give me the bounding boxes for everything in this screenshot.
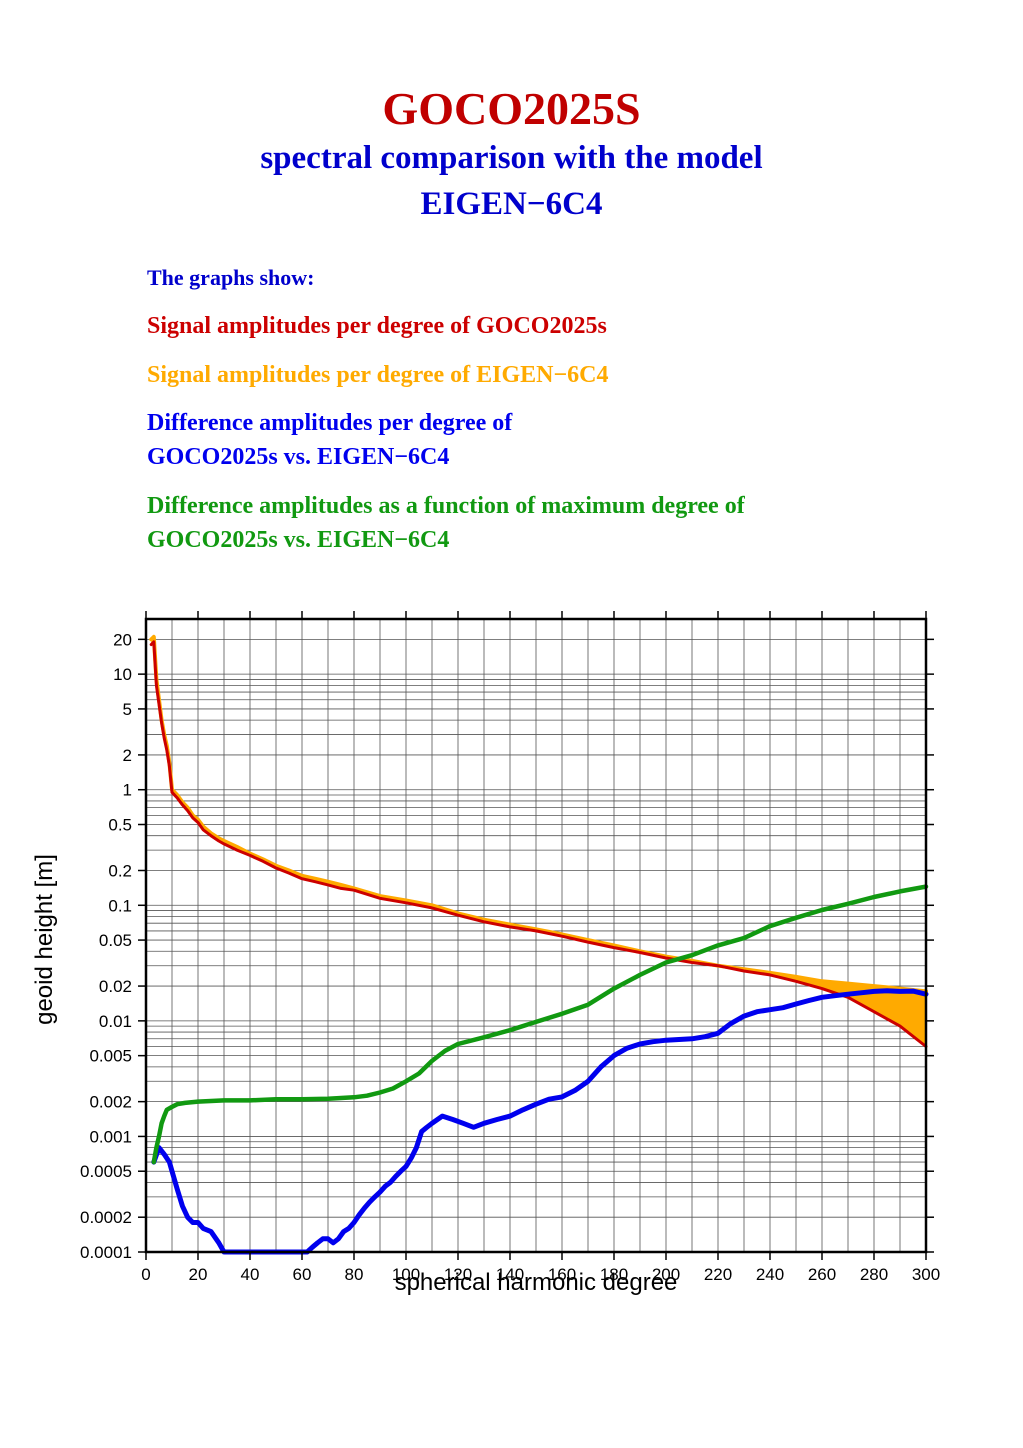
- y-tick-label: 2: [123, 746, 132, 765]
- page-subtitle-line1: spectral comparison with the model: [260, 140, 763, 176]
- x-tick-label: 240: [756, 1265, 784, 1284]
- x-tick-label: 180: [600, 1265, 628, 1284]
- legend-intro: The graphs show:: [147, 265, 315, 290]
- y-tick-label: 0.02: [99, 977, 132, 996]
- x-tick-label: 200: [652, 1265, 680, 1284]
- y-tick-label: 10: [113, 665, 132, 684]
- x-tick-label: 300: [912, 1265, 940, 1284]
- x-tick-label: 140: [496, 1265, 524, 1284]
- legend-goco-signal: Signal amplitudes per degree of GOCO2025…: [147, 313, 607, 339]
- x-tick-label: 40: [241, 1265, 260, 1284]
- y-tick-label: 1: [123, 781, 132, 800]
- y-tick-label: 0.0001: [80, 1243, 132, 1262]
- y-tick-label: 20: [113, 630, 132, 649]
- series-line-goco-signal: [149, 640, 928, 1048]
- legend-diff-line1: Difference amplitudes per degree of: [147, 410, 513, 436]
- y-tick-label: 0.002: [89, 1093, 132, 1112]
- chart-series: [149, 634, 929, 1255]
- chart-grid: [146, 619, 926, 1252]
- page-subtitle-line2: EIGEN−6C4: [420, 186, 603, 222]
- y-tick-label: 5: [123, 700, 132, 719]
- y-axis-label: geoid height [m]: [31, 854, 58, 1025]
- x-axis-label: spherical harmonic degree: [395, 1269, 678, 1296]
- legend-cumulative-line2: GOCO2025s vs. EIGEN−6C4: [147, 527, 450, 553]
- y-tick-label: 0.05: [99, 931, 132, 950]
- x-tick-label: 80: [345, 1265, 364, 1284]
- y-tick-label: 0.005: [89, 1047, 132, 1066]
- legend-eigen-signal: Signal amplitudes per degree of EIGEN−6C…: [147, 362, 609, 388]
- plot-frame: [144, 617, 928, 1254]
- x-tick-label: 100: [392, 1265, 420, 1284]
- x-tick-label: 60: [293, 1265, 312, 1284]
- x-tick-label: 260: [808, 1265, 836, 1284]
- legend-diff-line2: GOCO2025s vs. EIGEN−6C4: [147, 444, 450, 470]
- y-tick-label: 0.01: [99, 1012, 132, 1031]
- legend-cumulative-line1: Difference amplitudes as a function of m…: [147, 493, 745, 519]
- y-tick-label: 0.0005: [80, 1162, 132, 1181]
- y-tick-label: 0.001: [89, 1127, 132, 1146]
- y-tick-label: 0.1: [108, 896, 132, 915]
- series-line-diff-per-degree: [151, 988, 929, 1255]
- x-tick-label: 0: [141, 1265, 150, 1284]
- x-tick-label: 120: [444, 1265, 472, 1284]
- page-title: GOCO2025S: [382, 83, 641, 134]
- x-tick-label: 220: [704, 1265, 732, 1284]
- series-line-cumulative-diff: [151, 884, 929, 1165]
- x-tick-label: 20: [189, 1265, 208, 1284]
- y-tick-label: 0.0002: [80, 1208, 132, 1227]
- x-tick-label: 160: [548, 1265, 576, 1284]
- y-tick-label: 0.2: [108, 861, 132, 880]
- series-line-eigen-signal: [149, 634, 928, 994]
- x-tick-label: 280: [860, 1265, 888, 1284]
- y-tick-label: 0.5: [108, 816, 132, 835]
- axis-ticks: 0 20 40 60 80 100 120 140 160 180 200 220 240 260 280 3…: [80, 611, 940, 1284]
